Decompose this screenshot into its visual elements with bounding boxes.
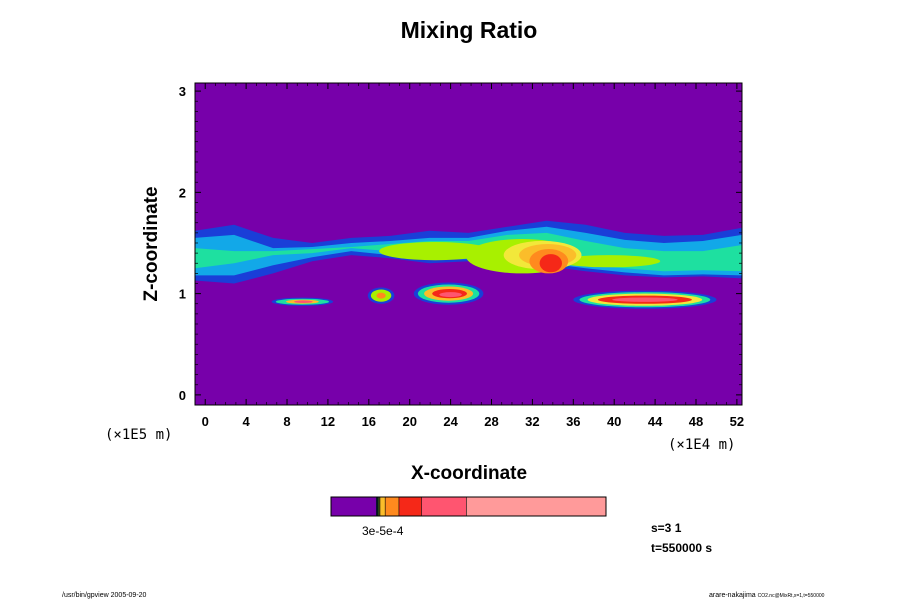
x-tick-label: 32 xyxy=(525,414,539,429)
chart-title: Mixing Ratio xyxy=(401,17,538,43)
contour-patch-level-9 xyxy=(612,297,678,302)
contour-patch-level-4 xyxy=(558,255,661,268)
footer-left-text: /usr/bin/gpview 2005-09-20 xyxy=(62,592,147,599)
colorbar-segment-level-8 xyxy=(398,497,422,516)
footer-right-text: arare-nakajima CO2.nc@MixRt,x=1,t=550000 xyxy=(709,592,825,599)
x-axis-label: X-coordinate xyxy=(411,463,527,484)
y-axis-unit: (×1E5 m) xyxy=(105,427,172,443)
y-axis-label: Z-coordinate xyxy=(141,186,162,301)
step-label: s=3 1 xyxy=(651,521,682,535)
x-tick-label: 4 xyxy=(243,414,251,429)
y-tick-label: 1 xyxy=(179,287,186,302)
colorbar-segment-level-7 xyxy=(385,497,399,516)
colorbar-segment-level-3 xyxy=(377,497,379,516)
x-tick-label: 12 xyxy=(321,414,335,429)
time-label: t=550000 s xyxy=(651,541,712,555)
colorbar-segment-level-9 xyxy=(421,497,467,516)
x-tick-label: 36 xyxy=(566,414,580,429)
contour-patch-level-4 xyxy=(379,242,492,261)
footer-author: arare-nakajima xyxy=(709,592,756,599)
x-tick-label: 44 xyxy=(648,414,663,429)
colorbar-frame xyxy=(330,496,607,517)
colorbar-segment-level-10 xyxy=(466,497,606,516)
x-tick-label: 8 xyxy=(283,414,290,429)
x-tick-label: 0 xyxy=(202,414,209,429)
x-tick-label: 40 xyxy=(607,414,621,429)
contour-patch-level-9 xyxy=(294,300,313,304)
x-tick-label: 28 xyxy=(484,414,498,429)
contour-patch-level-9 xyxy=(439,292,462,298)
y-axis-ticks: 0 1 2 3 xyxy=(179,84,742,403)
y-tick-label: 3 xyxy=(179,84,186,99)
x-tick-label: 24 xyxy=(443,414,458,429)
colorbar-segment-level-4 xyxy=(378,497,380,516)
colorbar-segment-level-5 xyxy=(379,497,380,516)
colorbar-segment-level-1 xyxy=(376,497,378,516)
colorbar-segment-background xyxy=(331,497,377,516)
plot-frame xyxy=(194,82,743,406)
y-tick-label: 0 xyxy=(179,388,186,403)
contour-patch-level-7 xyxy=(376,292,386,299)
x-tick-label: 48 xyxy=(689,414,703,429)
x-tick-label: 16 xyxy=(362,414,376,429)
colorbar-tick-label: 3e-5e-4 xyxy=(362,524,404,538)
x-tick-label: 20 xyxy=(402,414,416,429)
plot-regions xyxy=(195,220,742,309)
x-axis-ticks: 0 4 8 12 16 20 24 28 32 36 40 44 48 52 xyxy=(194,83,744,429)
colorbar-segment-level-2 xyxy=(377,497,378,516)
contour-patch-level-8 xyxy=(539,254,562,273)
colorbar xyxy=(331,497,606,516)
y-tick-label: 2 xyxy=(179,185,186,200)
x-tick-label: 52 xyxy=(730,414,744,429)
footer-source: CO2.nc@MixRt,x=1,t=550000 xyxy=(758,593,825,599)
x-axis-unit: (×1E4 m) xyxy=(668,437,735,453)
colorbar-segment-level-6 xyxy=(379,497,386,516)
